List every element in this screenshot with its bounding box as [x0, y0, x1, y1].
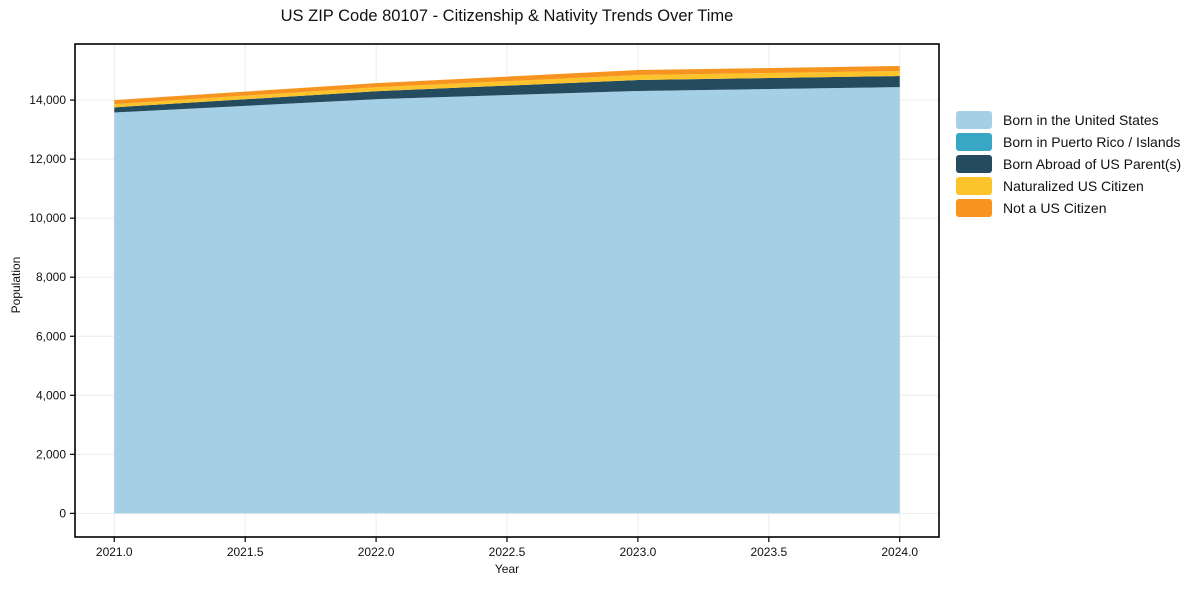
legend-item: Born in Puerto Rico / Islands	[956, 131, 1181, 153]
legend-item: Born Abroad of US Parent(s)	[956, 153, 1181, 175]
legend: Born in the United States Born in Puerto…	[956, 109, 1181, 219]
svg-text:10,000: 10,000	[29, 211, 66, 225]
legend-swatch-born-abroad	[956, 155, 992, 173]
legend-swatch-born-in-us	[956, 111, 992, 129]
svg-text:8,000: 8,000	[36, 270, 66, 284]
legend-label: Born in Puerto Rico / Islands	[1003, 134, 1181, 150]
svg-text:6,000: 6,000	[36, 329, 66, 343]
y-axis-label: Population	[9, 256, 23, 314]
svg-text:2023.5: 2023.5	[750, 545, 787, 559]
svg-text:2021.5: 2021.5	[227, 545, 264, 559]
legend-item: Born in the United States	[956, 109, 1181, 131]
chart-title: US ZIP Code 80107 - Citizenship & Nativi…	[280, 7, 734, 25]
svg-text:14,000: 14,000	[29, 93, 66, 107]
legend-label: Born Abroad of US Parent(s)	[1003, 156, 1182, 172]
legend-swatch-naturalized	[956, 177, 992, 195]
svg-text:4,000: 4,000	[36, 388, 66, 402]
legend-label: Naturalized US Citizen	[1003, 178, 1144, 194]
legend-item: Naturalized US Citizen	[956, 175, 1181, 197]
svg-text:2022.0: 2022.0	[358, 545, 395, 559]
svg-text:2021.0: 2021.0	[96, 545, 133, 559]
svg-text:2024.0: 2024.0	[881, 545, 918, 559]
svg-text:2022.5: 2022.5	[489, 545, 526, 559]
svg-text:2023.0: 2023.0	[620, 545, 657, 559]
legend-swatch-born-in-puerto-rico	[956, 133, 992, 151]
legend-item: Not a US Citizen	[956, 197, 1181, 219]
x-axis-label: Year	[494, 562, 520, 576]
legend-swatch-not-a-citizen	[956, 199, 992, 217]
legend-label: Born in the United States	[1003, 112, 1159, 128]
legend-label: Not a US Citizen	[1003, 200, 1107, 216]
svg-text:0: 0	[59, 506, 66, 520]
svg-text:2,000: 2,000	[36, 447, 66, 461]
svg-text:12,000: 12,000	[29, 152, 66, 166]
